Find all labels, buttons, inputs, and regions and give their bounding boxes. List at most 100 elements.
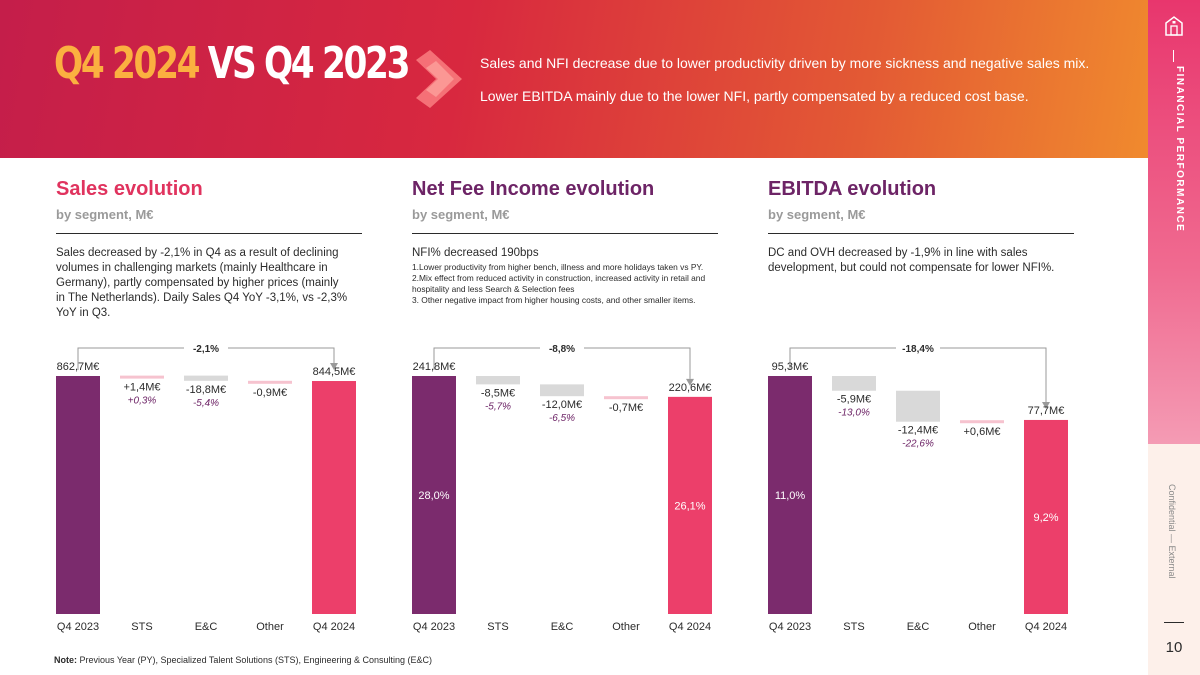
confidential-label: Confidential — External — [1167, 484, 1177, 579]
bar-value-label: 241,8M€ — [413, 361, 456, 373]
panel-title: Sales evolution — [56, 178, 203, 200]
category-label: STS — [843, 621, 864, 633]
page-number: 10 — [1165, 639, 1183, 656]
change-arrowhead — [686, 378, 694, 386]
category-label: Q4 2024 — [1025, 621, 1067, 633]
category-label: STS — [487, 621, 508, 633]
sidebar-bottom — [1148, 444, 1200, 675]
category-label: E&C — [907, 621, 930, 633]
bar-delta — [604, 396, 648, 400]
change-label: -18,4% — [902, 344, 934, 355]
page-title: Q4 2024 VS Q4 2023 — [54, 42, 410, 86]
footnote-label: Note: — [54, 655, 77, 665]
panel-description: DC and OVH decreased by -1,9% in line wi… — [768, 246, 1074, 276]
panel-subtitle: by segment, M€ — [56, 207, 154, 222]
bar-start — [56, 376, 100, 614]
panel-sales: Sales evolution by segment, M€ Sales dec… — [56, 178, 362, 638]
desc-line: hospitality and less Search & Selection … — [412, 284, 575, 294]
ebitda-waterfall-chart: -18,4% 95,3M€ 11,0% Q4 2023 -5,9M€ -13,0% STS -… — [768, 341, 1068, 633]
desc-line: 2.Mix effect from reduced activity in co… — [412, 273, 706, 283]
sidebar-separator — [1173, 50, 1174, 62]
category-label: Q4 2024 — [313, 621, 355, 633]
bar-end — [1024, 419, 1068, 614]
bar-delta — [960, 420, 1004, 424]
bar-pct-label: -5,4% — [193, 398, 219, 409]
desc-line: in The Netherlands). Daily Sales Q4 YoY … — [56, 292, 348, 304]
bar-pct-label: -6,5% — [549, 413, 575, 424]
change-label-bg — [184, 341, 228, 355]
desc-line: DC and OVH decreased by -1,9% in line wi… — [768, 247, 1028, 259]
bar-value-label: 95,3M€ — [772, 361, 809, 373]
bar-value-label: -18,8M€ — [186, 384, 226, 396]
page-number-dash — [1164, 622, 1184, 623]
building-icon — [1165, 16, 1183, 36]
panel-ebitda: EBITDA evolution by segment, M€ DC and O… — [768, 178, 1074, 638]
desc-heading: NFI% decreased 190bps — [412, 247, 539, 259]
desc-line: volumes in challenging markets (mainly H… — [56, 262, 328, 274]
panel-subtitle: by segment, M€ — [768, 207, 866, 222]
bar-delta — [540, 384, 584, 397]
footnote-text: Previous Year (PY), Specialized Talent S… — [77, 655, 433, 665]
sales-waterfall-chart: -2,1% 862,7M€ Q4 2023 +1,4M€ +0,3% STS -18,8M€… — [56, 341, 356, 633]
category-label: Q4 2023 — [57, 621, 99, 633]
category-label: Q4 2023 — [413, 621, 455, 633]
category-label: STS — [131, 621, 152, 633]
panel-subtitle: by segment, M€ — [412, 207, 510, 222]
desc-line: 3. Other negative impact from higher hou… — [412, 295, 696, 305]
chevron-icon — [416, 50, 462, 108]
category-label: E&C — [551, 621, 574, 633]
bar-delta — [184, 375, 228, 381]
bar-delta — [120, 375, 164, 379]
bar-pct-label: -22,6% — [902, 439, 934, 450]
bar-inner-label: 28,0% — [418, 490, 449, 502]
bar-end — [312, 381, 356, 614]
category-label: Q4 2024 — [669, 621, 711, 633]
bar-delta — [248, 380, 292, 384]
desc-line: Sales decreased by -2,1% in Q4 as a resu… — [56, 247, 339, 259]
change-label-bg — [540, 341, 584, 355]
title-part2: VS Q4 2023 — [207, 38, 411, 89]
desc-line: Germany), partly compensated by higher p… — [56, 277, 339, 289]
bar-value-label: +0,6M€ — [964, 426, 1001, 438]
category-label: Other — [612, 621, 640, 633]
panel-divider — [56, 233, 362, 234]
panel-nfi: Net Fee Income evolution by segment, M€ … — [412, 178, 718, 638]
bar-value-label: -12,0M€ — [542, 399, 582, 411]
section-label: FINANCIAL PERFORMANCE — [1174, 66, 1185, 233]
bar-value-label: -12,4M€ — [898, 425, 938, 437]
panel-description: NFI% decreased 190bps 1.Lower productivi… — [412, 246, 718, 306]
bar-value-label: -5,9M€ — [837, 394, 871, 406]
desc-line: development, but could not compensate fo… — [768, 262, 1055, 274]
bar-inner-label: 26,1% — [674, 500, 705, 512]
bar-value-label: 220,6M€ — [669, 382, 712, 394]
change-label: -8,8% — [549, 344, 575, 355]
right-sidebar: FINANCIAL PERFORMANCE Confidential — Ext… — [1148, 0, 1200, 675]
footnote: Note: Previous Year (PY), Specialized Ta… — [54, 655, 432, 665]
bar-delta — [896, 390, 940, 422]
sidebar-top — [1148, 0, 1200, 444]
change-arrowhead — [330, 363, 338, 371]
bar-pct-label: -13,0% — [838, 408, 870, 419]
bar-inner-label: 11,0% — [775, 490, 806, 502]
change-label: -2,1% — [193, 344, 219, 355]
bar-value-label: -0,9M€ — [253, 387, 287, 399]
desc-line: 1.Lower productivity from higher bench, … — [412, 262, 704, 272]
bar-value-label: 862,7M€ — [57, 361, 100, 373]
bar-value-label: 77,7M€ — [1028, 405, 1065, 417]
panel-divider — [412, 233, 718, 234]
panel-description: Sales decreased by -2,1% in Q4 as a resu… — [56, 246, 362, 321]
header-line-2: Lower EBITDA mainly due to the lower NFI… — [480, 88, 1029, 104]
bar-delta — [476, 376, 520, 385]
bar-value-label: -0,7M€ — [609, 402, 643, 414]
bar-start — [412, 376, 456, 614]
bar-inner-label: 9,2% — [1033, 512, 1058, 524]
bar-pct-label: +0,3% — [128, 396, 157, 407]
bar-start — [768, 376, 812, 614]
bar-pct-label: -5,7% — [485, 401, 511, 412]
panel-title: EBITDA evolution — [768, 178, 937, 200]
nfi-waterfall-chart: -8,8% 241,8M€ 28,0% Q4 2023 -8,5M€ -5,7% STS -1… — [412, 341, 712, 633]
header-banner: Q4 2024 VS Q4 2023 Sales and NFI decreas… — [0, 0, 1148, 158]
category-label: Other — [968, 621, 996, 633]
bar-value-label: -8,5M€ — [481, 387, 515, 399]
change-label-bg — [896, 341, 940, 355]
